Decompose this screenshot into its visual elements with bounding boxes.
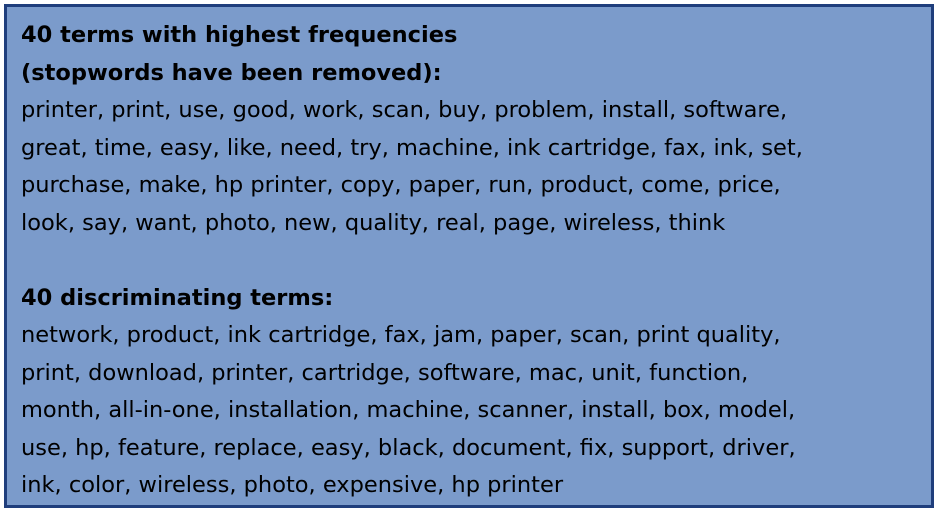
- frequency-heading-line2: (stopwords have been removed):: [21, 59, 442, 86]
- discriminating-terms-line: ink, color, wireless, photo, expensive, …: [21, 472, 564, 498]
- frequency-terms-line: purchase, make, hp printer, copy, paper,…: [21, 172, 781, 198]
- frequency-terms-line: look, say, want, photo, new, quality, re…: [21, 209, 726, 236]
- discriminating-terms-line: print, download, printer, cartridge, sof…: [21, 359, 749, 386]
- discriminating-section: 40 discriminating terms: network, produc…: [21, 280, 917, 505]
- frequency-terms-line: great, time, easy, like, need, try, mach…: [21, 134, 803, 161]
- frequency-terms-line: printer, print, use, good, work, scan, b…: [21, 97, 788, 123]
- discriminating-terms-line: use, hp, feature, replace, easy, black, …: [21, 434, 796, 461]
- discriminating-terms-line: month, all-in-one, installation, machine…: [21, 397, 796, 423]
- section-spacer: [21, 242, 917, 280]
- frequency-heading-line1: 40 terms with highest frequencies: [21, 22, 458, 48]
- frequency-section: 40 terms with highest frequencies (stopw…: [21, 17, 917, 242]
- discriminating-heading: 40 discriminating terms:: [21, 284, 334, 311]
- discriminating-terms-line: network, product, ink cartridge, fax, ja…: [21, 322, 781, 348]
- terms-panel: 40 terms with highest frequencies (stopw…: [4, 4, 934, 508]
